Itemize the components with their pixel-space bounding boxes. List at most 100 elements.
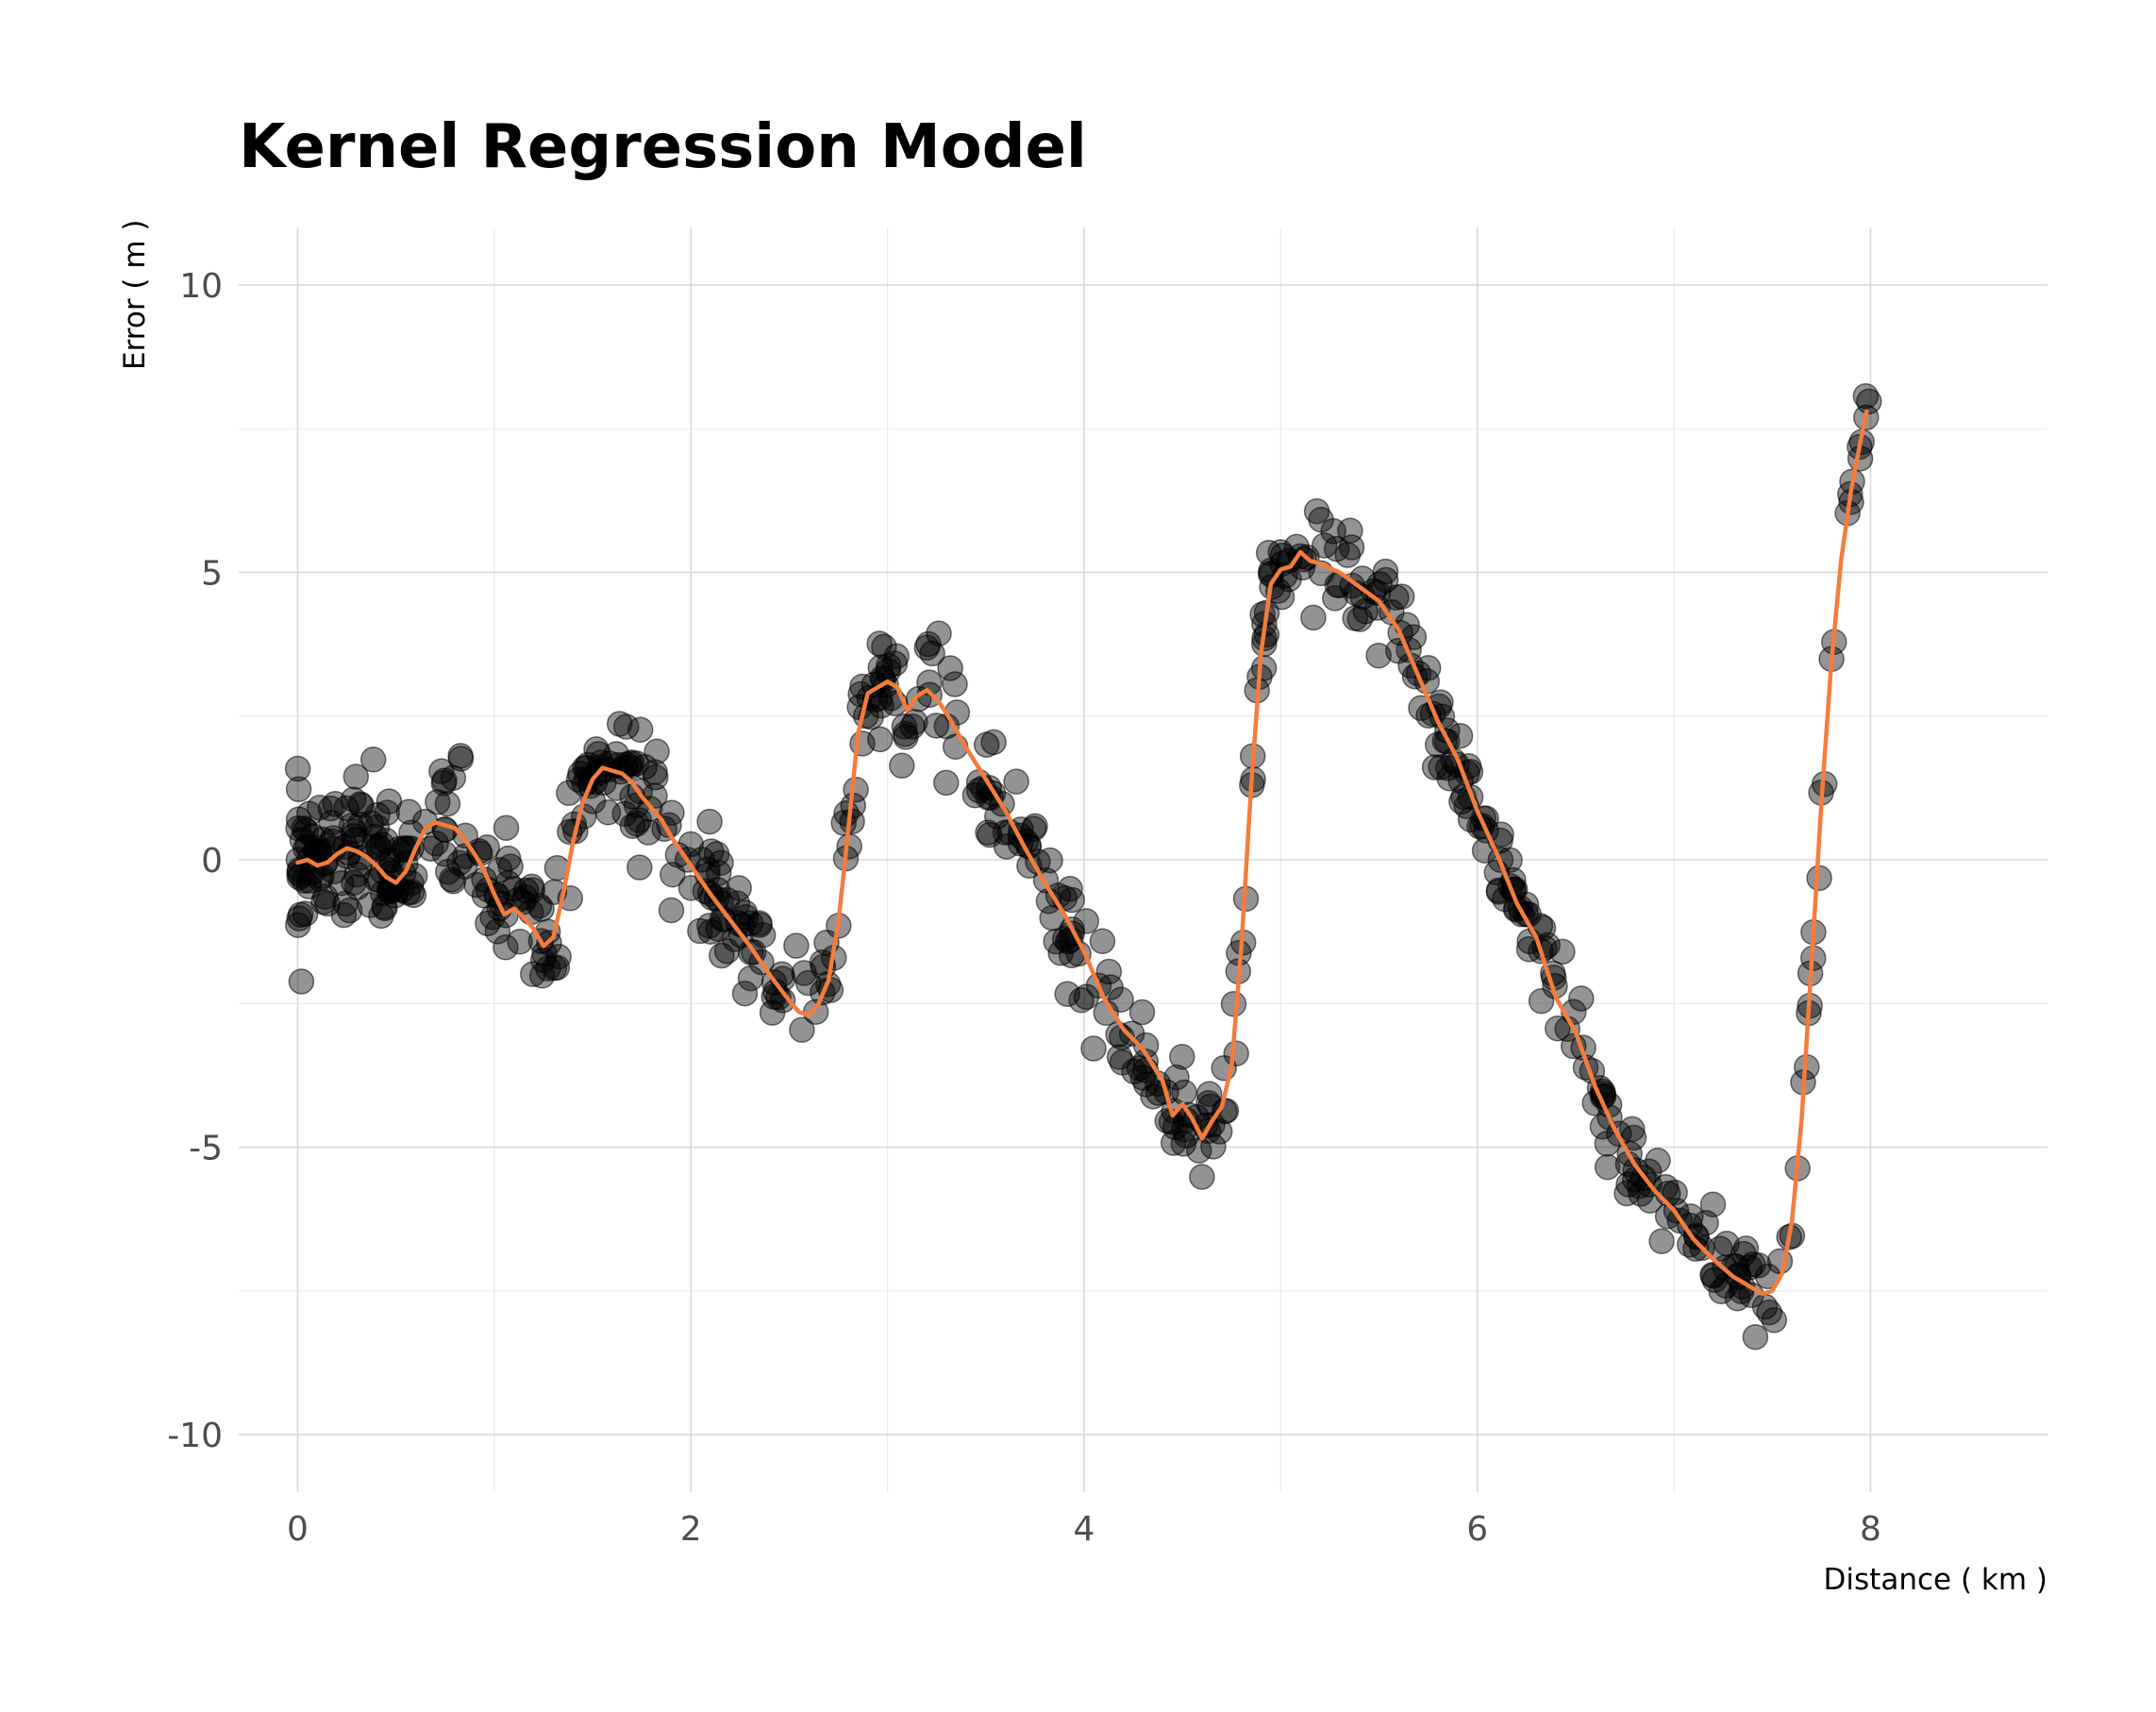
minor-gridlines — [239, 227, 2047, 1492]
data-point — [359, 747, 387, 773]
data-point — [1322, 585, 1348, 612]
data-point — [507, 929, 533, 955]
data-point — [1220, 991, 1247, 1017]
data-point — [348, 792, 375, 819]
data-point — [1068, 986, 1095, 1014]
data-point — [288, 968, 315, 995]
data-point — [440, 764, 467, 792]
data-point — [1003, 768, 1029, 795]
data-point — [643, 738, 670, 765]
data-point — [1365, 642, 1392, 669]
data-point — [417, 835, 444, 862]
major-gridlines — [239, 227, 2047, 1492]
data-point — [1189, 1164, 1215, 1190]
data-point — [883, 643, 910, 670]
data-point — [310, 888, 337, 915]
data-point — [556, 780, 582, 807]
data-point — [1766, 1248, 1794, 1275]
regression-line — [295, 409, 1869, 1297]
data-point — [1745, 1251, 1772, 1279]
data-point — [923, 713, 950, 739]
chart-title: Kernel Regression Model — [239, 112, 1087, 182]
y-tick-label: 10 — [179, 267, 223, 306]
data-point — [497, 853, 524, 880]
data-point — [658, 897, 685, 924]
data-point — [357, 892, 383, 918]
data-point — [1268, 583, 1295, 611]
data-point — [368, 902, 394, 930]
x-tick-label: 4 — [1074, 1510, 1095, 1549]
data-point — [1108, 986, 1134, 1013]
x-tick-label: 6 — [1466, 1510, 1488, 1549]
data-point — [1852, 382, 1880, 410]
data-point — [307, 794, 333, 821]
data-point — [1594, 1153, 1621, 1181]
x-tick-label: 2 — [680, 1510, 702, 1549]
data-point — [1249, 601, 1276, 628]
data-point — [395, 798, 423, 825]
data-point — [1626, 1173, 1653, 1200]
data-point — [1186, 1137, 1212, 1164]
data-point — [291, 867, 318, 894]
data-point — [1073, 908, 1100, 934]
data-point — [1109, 1049, 1136, 1076]
data-point — [1089, 928, 1116, 955]
data-point — [512, 884, 539, 911]
data-point — [1545, 1015, 1571, 1042]
data-point — [1128, 999, 1156, 1026]
data-point — [378, 847, 405, 874]
data-point — [789, 1016, 815, 1043]
data-point — [933, 769, 960, 797]
data-point — [346, 851, 374, 878]
data-point — [1059, 886, 1085, 914]
data-point — [1054, 981, 1080, 1007]
data-point — [689, 847, 715, 873]
data-point — [317, 795, 344, 822]
data-point — [1761, 1307, 1788, 1334]
x-axis-ticks: 0 2 4 6 8 — [287, 1510, 1881, 1549]
data-point — [1352, 597, 1379, 625]
data-point — [616, 750, 643, 778]
data-point — [1267, 539, 1294, 565]
data-point — [696, 808, 723, 835]
data-point — [1645, 1148, 1671, 1174]
x-tick-label: 0 — [287, 1510, 309, 1549]
data-point — [493, 814, 520, 841]
data-point — [737, 965, 764, 992]
data-point — [1756, 1299, 1782, 1326]
y-tick-label: 5 — [201, 554, 223, 593]
data-point — [660, 861, 686, 888]
data-point — [1428, 754, 1454, 780]
data-point — [626, 807, 653, 833]
data-point — [1169, 1043, 1195, 1070]
data-point — [446, 849, 473, 877]
data-point — [545, 943, 572, 970]
data-point — [364, 801, 391, 829]
data-point — [1568, 985, 1595, 1012]
data-point — [942, 671, 968, 697]
data-point — [731, 980, 759, 1007]
data-point — [937, 655, 963, 681]
data-point — [1132, 1071, 1160, 1098]
data-point — [543, 954, 571, 981]
data-point — [438, 865, 465, 893]
data-point — [1095, 958, 1123, 985]
data-point — [452, 822, 478, 849]
data-point — [1613, 1180, 1640, 1207]
data-point — [977, 821, 1003, 848]
data-point — [1379, 599, 1405, 626]
data-point — [343, 764, 370, 790]
y-axis-ticks: -10 -5 0 5 10 — [167, 267, 223, 1455]
data-point — [285, 912, 311, 938]
data-point — [519, 877, 546, 903]
y-tick-label: -10 — [167, 1417, 223, 1455]
x-axis-label: Distance ( km ) — [1824, 1563, 2047, 1597]
data-point — [434, 790, 461, 817]
data-point — [520, 961, 546, 987]
data-point — [642, 759, 668, 785]
data-point — [1250, 655, 1278, 681]
data-point — [724, 890, 751, 916]
data-point — [360, 833, 388, 860]
data-point — [606, 711, 633, 737]
